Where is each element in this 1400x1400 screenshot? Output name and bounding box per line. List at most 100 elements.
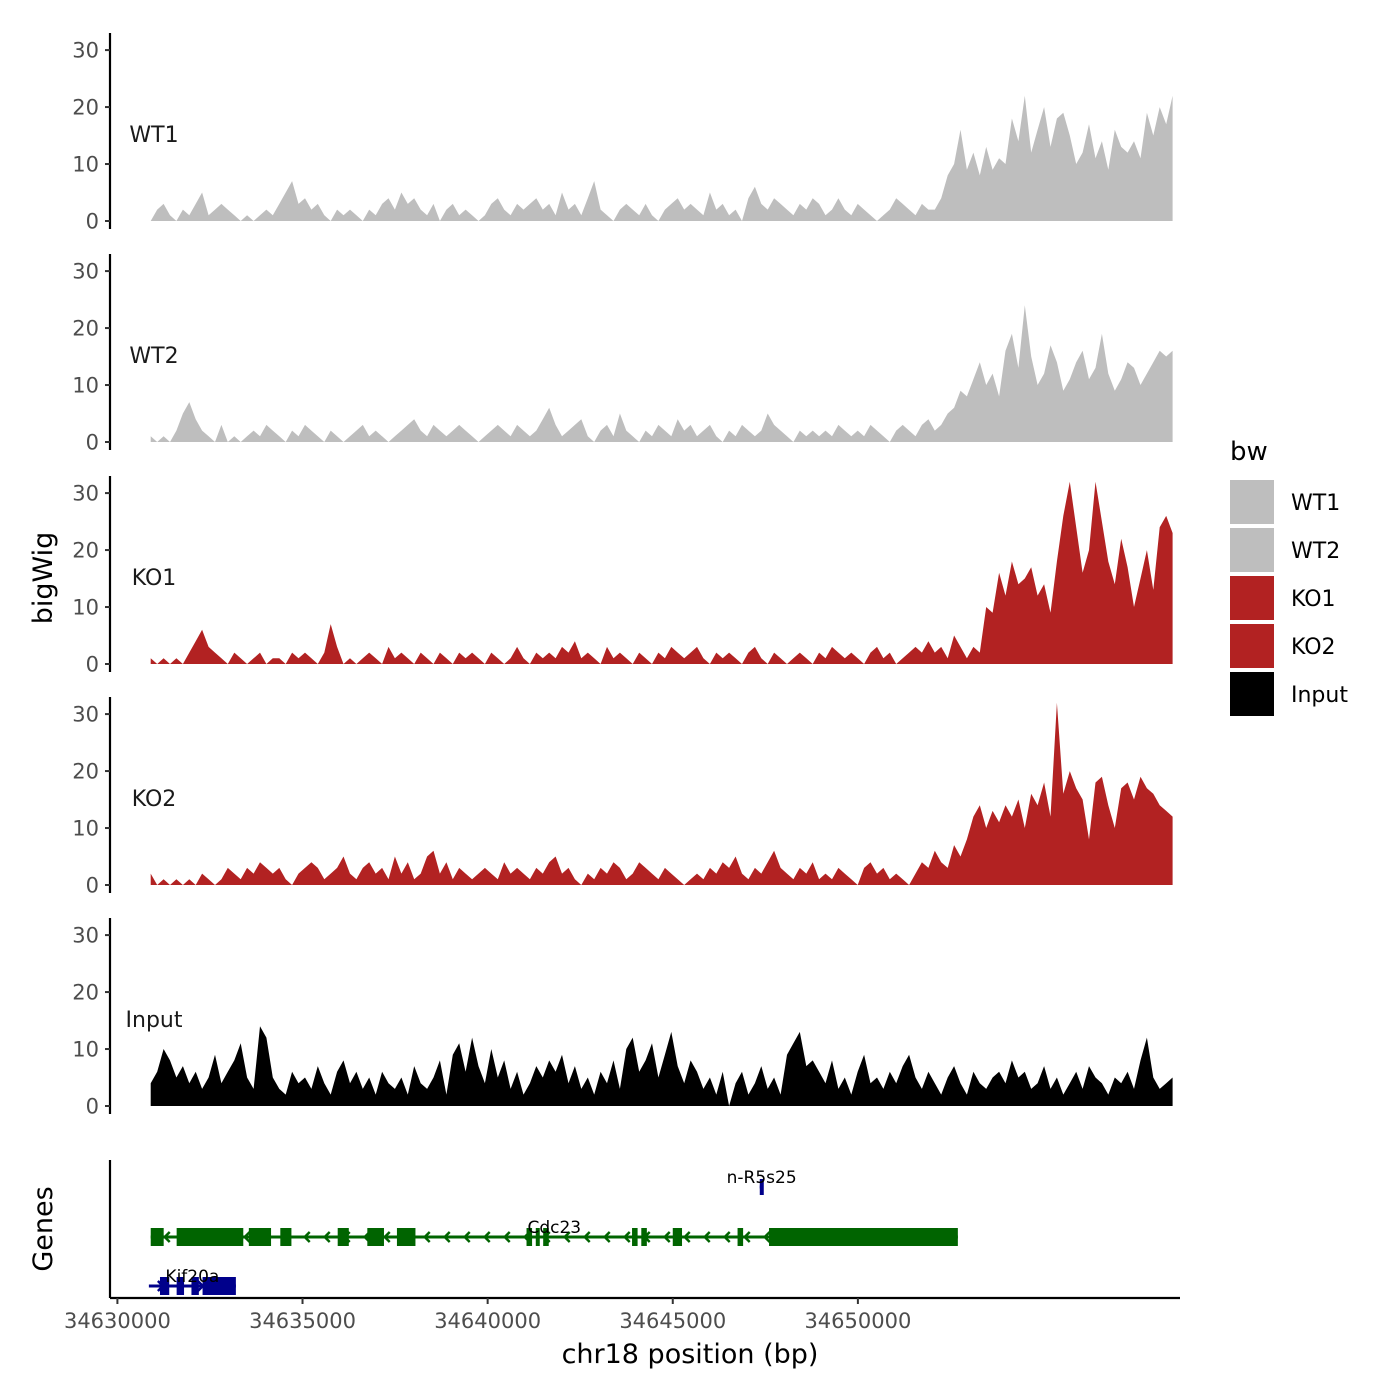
x-tick-label: 34650000 xyxy=(804,1309,911,1333)
panel-ko2: 0 10 20 30 KO2 xyxy=(72,697,1173,898)
gene-track: n-R5s25 Cdc23 Kif20a xyxy=(108,1160,958,1298)
strand-arrow xyxy=(502,1231,511,1243)
x-tick-label: 34635000 xyxy=(249,1309,356,1333)
signal-area-ko1 xyxy=(150,481,1173,664)
x-axis: 34630000 34635000 34640000 34645000 34650000 xyxy=(64,1296,1180,1333)
y-axis-title: bigWig xyxy=(28,532,59,625)
gene-kif20a: Kif20a xyxy=(148,1267,236,1295)
y-tick-label: 20 xyxy=(72,96,99,120)
strand-arrow xyxy=(762,1231,771,1243)
legend-swatch xyxy=(1230,672,1274,716)
gene-label: Kif20a xyxy=(165,1267,219,1287)
strand-arrow xyxy=(462,1231,471,1243)
strand-arrow xyxy=(742,1231,751,1243)
strand-arrow xyxy=(162,1231,171,1243)
y-tick-label: 0 xyxy=(86,1095,99,1119)
signal-panels: 0 10 20 30 WT1 0 10 20 30 WT2 0 10 20 30 KO1 0 10 20 30 KO2… xyxy=(72,33,1173,1119)
y-tick-label: 30 xyxy=(72,482,99,506)
y-tick-label: 0 xyxy=(86,653,99,677)
strand-arrow xyxy=(302,1231,311,1243)
gene-exon xyxy=(769,1228,958,1246)
track-label: KO2 xyxy=(132,787,177,812)
strand-arrow xyxy=(482,1231,491,1243)
y-tick-label: 20 xyxy=(72,539,99,563)
legend-items: WT1 WT2 KO1 KO2 Input xyxy=(1230,480,1348,716)
signal-area-wt1 xyxy=(150,95,1173,221)
strand-arrow xyxy=(682,1231,691,1243)
x-tick-label: 34640000 xyxy=(434,1309,541,1333)
gene-exon xyxy=(159,1277,170,1295)
x-tick-label: 34645000 xyxy=(619,1309,726,1333)
gene-exon xyxy=(248,1228,272,1246)
strand-arrow xyxy=(722,1231,731,1243)
strand-arrow xyxy=(422,1231,431,1243)
y-tick-label: 30 xyxy=(72,39,99,63)
x-axis-title: chr18 position (bp) xyxy=(562,1339,819,1370)
strand-arrow xyxy=(382,1231,391,1243)
y-tick-label: 10 xyxy=(72,596,99,620)
panel-wt2: 0 10 20 30 WT2 xyxy=(72,254,1173,455)
y-tick-label: 0 xyxy=(86,874,99,898)
y-tick-label: 30 xyxy=(72,924,99,948)
gene-cdc23: Cdc23 xyxy=(150,1218,958,1246)
gene-n-r5s25: n-R5s25 xyxy=(727,1168,797,1195)
legend-label: WT1 xyxy=(1291,491,1340,516)
gene-exon xyxy=(202,1277,236,1295)
y-tick-label: 10 xyxy=(72,1038,99,1062)
strand-arrow xyxy=(242,1231,251,1243)
legend-item-input: Input xyxy=(1230,672,1348,716)
y-tick-label: 0 xyxy=(86,431,99,455)
legend-title: bw xyxy=(1230,437,1268,467)
gene-exon xyxy=(672,1228,683,1246)
panel-wt1: 0 10 20 30 WT1 xyxy=(72,33,1173,234)
y-tick-label: 30 xyxy=(72,260,99,284)
gene-exon xyxy=(641,1228,647,1246)
signal-area-ko2 xyxy=(150,702,1173,885)
genes-axis-title: Genes xyxy=(28,1186,59,1271)
y-tick-label: 10 xyxy=(72,374,99,398)
y-tick-label: 20 xyxy=(72,760,99,784)
strand-arrow xyxy=(602,1231,611,1243)
track-label: WT2 xyxy=(129,344,178,369)
y-tick-label: 0 xyxy=(86,210,99,234)
legend-item-wt1: WT1 xyxy=(1230,480,1340,524)
y-tick-label: 10 xyxy=(72,817,99,841)
legend-label: WT2 xyxy=(1291,539,1340,564)
legend: bw WT1 WT2 KO1 KO2 Input xyxy=(1230,437,1348,716)
legend-label: KO2 xyxy=(1291,635,1336,660)
gene-exon xyxy=(759,1179,764,1195)
strand-arrow xyxy=(562,1231,571,1243)
x-tick-label: 34630000 xyxy=(64,1309,171,1333)
strand-arrow xyxy=(322,1231,331,1243)
gene-exon xyxy=(176,1228,244,1246)
strand-arrow xyxy=(582,1231,591,1243)
legend-item-ko2: KO2 xyxy=(1230,624,1336,668)
track-label: KO1 xyxy=(132,566,177,591)
legend-swatch xyxy=(1230,576,1274,620)
signal-area-wt2 xyxy=(150,305,1173,442)
panel-ko1: 0 10 20 30 KO1 xyxy=(72,476,1173,677)
legend-item-ko1: KO1 xyxy=(1230,576,1336,620)
legend-swatch xyxy=(1230,624,1274,668)
gene-exon xyxy=(191,1277,199,1295)
panel-input: 0 10 20 30 Input xyxy=(72,918,1173,1119)
gene-exon xyxy=(280,1228,292,1246)
legend-swatch xyxy=(1230,528,1274,572)
gene-exon xyxy=(526,1228,533,1246)
legend-label: KO1 xyxy=(1291,587,1336,612)
y-tick-label: 30 xyxy=(72,703,99,727)
track-label: Input xyxy=(126,1008,183,1033)
gene-label: Cdc23 xyxy=(527,1218,581,1238)
strand-arrow xyxy=(442,1231,451,1243)
gene-exon xyxy=(337,1228,349,1246)
legend-swatch xyxy=(1230,480,1274,524)
gene-exon xyxy=(535,1228,540,1246)
y-tick-label: 20 xyxy=(72,317,99,341)
gene-exon xyxy=(737,1228,744,1246)
gene-exon xyxy=(396,1228,416,1246)
y-tick-label: 10 xyxy=(72,153,99,177)
gene-exon xyxy=(632,1228,638,1246)
gene-label: n-R5s25 xyxy=(727,1168,797,1188)
track-label: WT1 xyxy=(129,123,178,148)
